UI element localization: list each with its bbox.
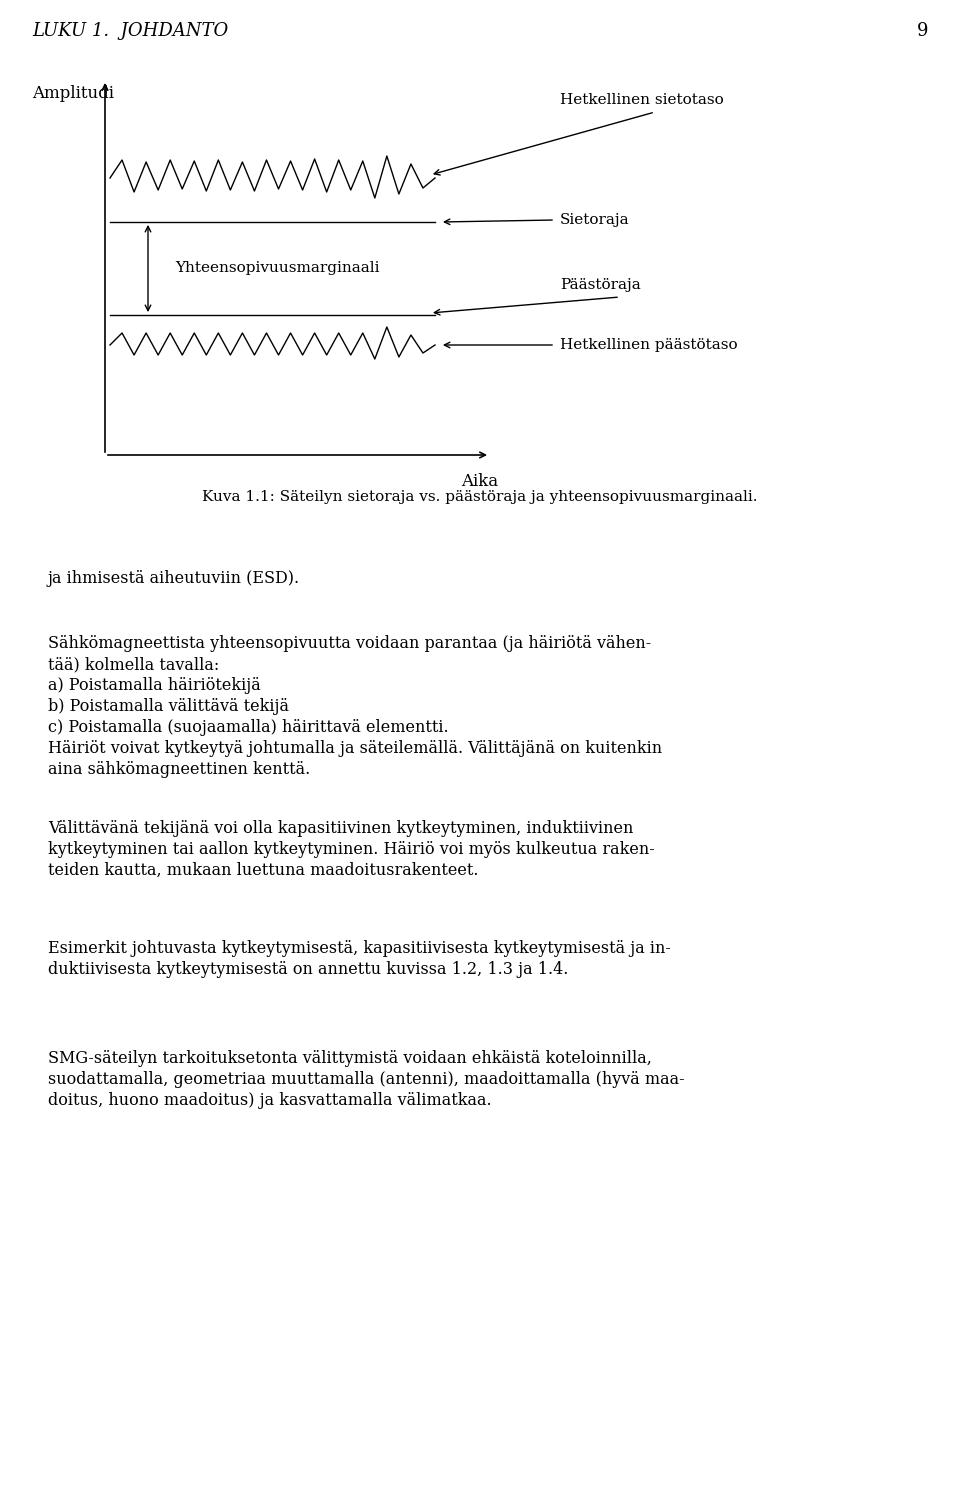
Text: 9: 9 (917, 22, 928, 40)
Text: Hetkellinen päästötaso: Hetkellinen päästötaso (560, 337, 737, 352)
Text: doitus, huono maadoitus) ja kasvattamalla välimatkaa.: doitus, huono maadoitus) ja kasvattamall… (48, 1091, 492, 1109)
Text: kytkeytyminen tai aallon kytkeytyminen. Häiriö voi myös kulkeutua raken-: kytkeytyminen tai aallon kytkeytyminen. … (48, 841, 655, 858)
Text: Hetkellinen sietotaso: Hetkellinen sietotaso (560, 93, 724, 107)
Text: Häiriöt voivat kytkeytyä johtumalla ja säteilemällä. Välittäjänä on kuitenkin: Häiriöt voivat kytkeytyä johtumalla ja s… (48, 741, 662, 757)
Text: b) Poistamalla välittävä tekijä: b) Poistamalla välittävä tekijä (48, 699, 289, 715)
Text: suodattamalla, geometriaa muuttamalla (antenni), maadoittamalla (hyvä maa-: suodattamalla, geometriaa muuttamalla (a… (48, 1070, 684, 1088)
Text: duktiivisesta kytkeytymisestä on annettu kuvissa 1.2, 1.3 ja 1.4.: duktiivisesta kytkeytymisestä on annettu… (48, 961, 568, 978)
Text: tää) kolmella tavalla:: tää) kolmella tavalla: (48, 655, 219, 673)
Text: ja ihmisestä aiheutuviin (ESD).: ja ihmisestä aiheutuviin (ESD). (48, 570, 300, 587)
Text: Amplitudi: Amplitudi (32, 85, 114, 102)
Text: aina sähkömagneettinen kenttä.: aina sähkömagneettinen kenttä. (48, 761, 310, 778)
Text: Välittävänä tekijänä voi olla kapasitiivinen kytkeytyminen, induktiivinen: Välittävänä tekijänä voi olla kapasitiiv… (48, 820, 634, 838)
Text: Yhteensopivuusmarginaali: Yhteensopivuusmarginaali (175, 261, 379, 275)
Text: c) Poistamalla (suojaamalla) häirittavä elementti.: c) Poistamalla (suojaamalla) häirittavä … (48, 720, 448, 736)
Text: Aika: Aika (462, 473, 498, 490)
Text: Päästöraja: Päästöraja (560, 278, 640, 293)
Text: Kuva 1.1: Säteilyn sietoraja vs. päästöraja ja yhteensopivuusmarginaali.: Kuva 1.1: Säteilyn sietoraja vs. päästör… (203, 490, 757, 505)
Text: teiden kautta, mukaan luettuna maadoitusrakenteet.: teiden kautta, mukaan luettuna maadoitus… (48, 861, 478, 879)
Text: a) Poistamalla häiriötekijä: a) Poistamalla häiriötekijä (48, 676, 261, 694)
Text: Sietoraja: Sietoraja (560, 213, 630, 227)
Text: Esimerkit johtuvasta kytkeytymisestä, kapasitiivisesta kytkeytymisestä ja in-: Esimerkit johtuvasta kytkeytymisestä, ka… (48, 941, 671, 957)
Text: LUKU 1.  JOHDANTO: LUKU 1. JOHDANTO (32, 22, 228, 40)
Text: Sähkömagneettista yhteensopivuutta voidaan parantaa (ja häiriötä vähen-: Sähkömagneettista yhteensopivuutta voida… (48, 635, 651, 652)
Text: SMG-säteilyn tarkoituksetonta välittymistä voidaan ehkäistä koteloinnilla,: SMG-säteilyn tarkoituksetonta välittymis… (48, 1050, 652, 1067)
